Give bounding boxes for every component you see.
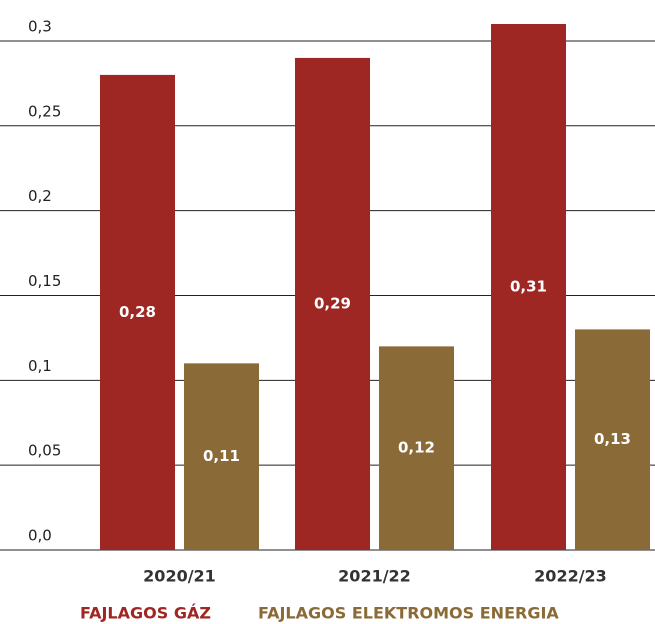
y-tick-label: 0,05 <box>28 442 61 460</box>
legend-label: FAJLAGOS GÁZ <box>80 604 211 623</box>
data-label: 0,11 <box>203 447 240 465</box>
bar <box>100 74 175 550</box>
bar <box>379 346 454 550</box>
x-tick-label: 2021/22 <box>338 567 411 586</box>
data-label: 0,29 <box>314 294 351 312</box>
data-label: 0,12 <box>398 439 435 457</box>
data-label: 0,31 <box>510 278 547 296</box>
x-tick-label: 2020/21 <box>143 567 216 586</box>
y-tick-label: 0,15 <box>28 272 61 290</box>
y-tick-label: 0,0 <box>28 527 52 545</box>
data-label: 0,28 <box>119 303 156 321</box>
legend-label: FAJLAGOS ELEKTROMOS ENERGIA <box>258 604 559 623</box>
bar <box>575 329 650 550</box>
x-tick-label: 2022/23 <box>534 567 607 586</box>
y-tick-label: 0,3 <box>28 17 52 35</box>
y-tick-label: 0,25 <box>28 102 61 120</box>
y-tick-label: 0,1 <box>28 357 52 375</box>
bar <box>184 363 259 550</box>
bar <box>295 57 370 550</box>
data-label: 0,13 <box>594 430 631 448</box>
bar <box>491 24 566 550</box>
y-tick-label: 0,2 <box>28 187 52 205</box>
